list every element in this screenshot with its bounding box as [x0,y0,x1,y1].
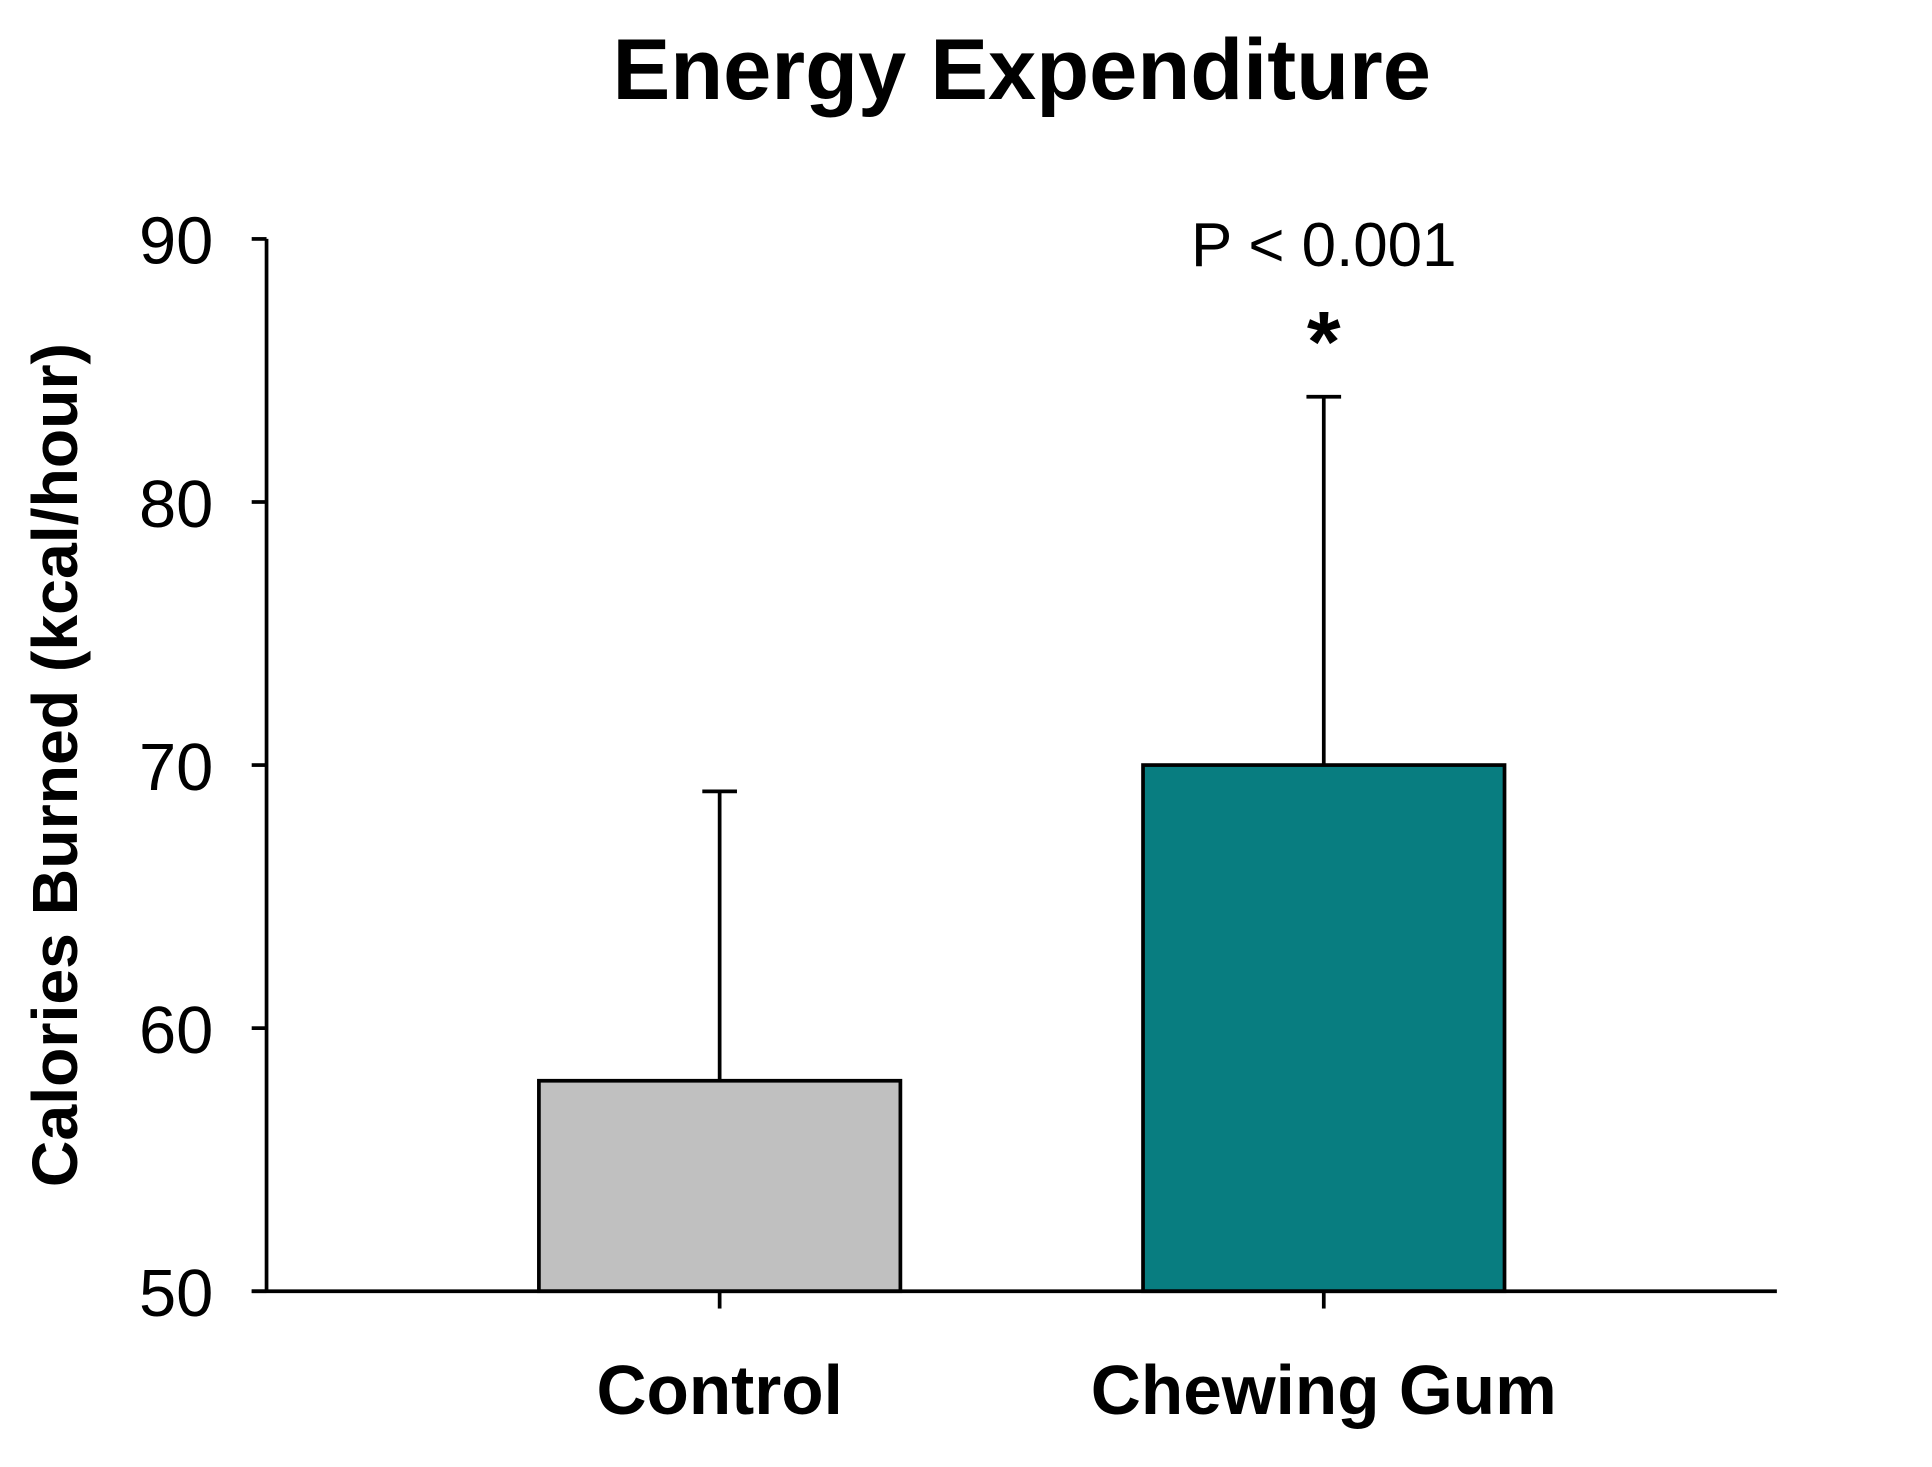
p-value-annotation: P < 0.001 [1191,211,1457,280]
y-tick-label: 50 [139,1256,213,1331]
y-tick-label: 80 [139,467,213,542]
bar-control [537,1078,903,1294]
y-tick-label: 60 [139,993,213,1068]
x-tick-label: Chewing Gum [1091,1351,1557,1429]
bar-chewing-gum [1141,763,1507,1294]
significance-star: * [1307,294,1341,390]
y-tick-label: 70 [139,730,213,805]
y-axis-label: Calories Burned (kcal/hour) [19,343,91,1187]
chart-title: Energy Expenditure [612,22,1430,118]
y-tick-label: 90 [139,204,213,279]
x-tick-label: Control [596,1351,842,1429]
